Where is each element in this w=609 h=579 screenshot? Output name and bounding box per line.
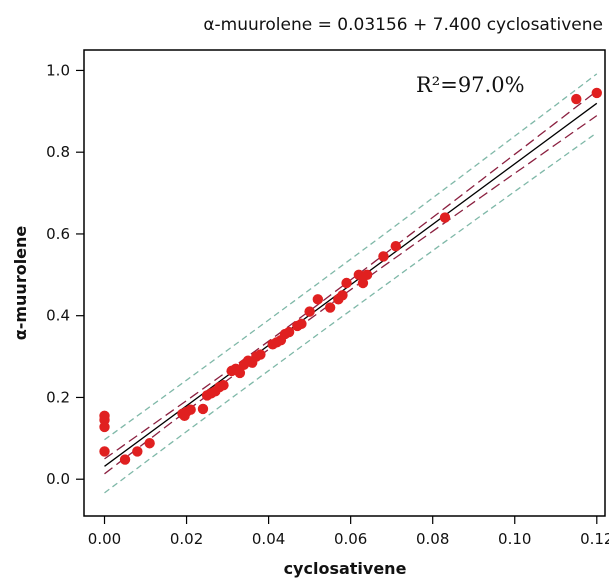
- prediction-interval-line: [104, 132, 598, 494]
- x-axis-label: cyclosativene: [284, 559, 407, 578]
- y-tick-label: 0.8: [46, 143, 70, 161]
- data-point: [132, 446, 143, 457]
- x-tick-label: 0.04: [252, 530, 285, 548]
- x-tick-label: 0.12: [580, 530, 609, 548]
- data-point: [304, 306, 315, 317]
- data-point: [390, 241, 401, 252]
- regression-equation: α-muurolene = 0.03156 + 7.400 cyclosativ…: [203, 15, 603, 35]
- data-point: [218, 379, 229, 391]
- data-point: [341, 277, 352, 289]
- y-axis-label: α-muurolene: [11, 226, 30, 341]
- data-point: [337, 290, 348, 301]
- plot-frame: [83, 49, 606, 517]
- confidence-interval-line: [104, 115, 598, 475]
- r-squared-annotation: R²=97.0%: [416, 73, 525, 97]
- x-tick-label: 0.06: [334, 530, 367, 548]
- y-axis: 0.0 0.2 0.4 0.6 0.8 1.0: [46, 61, 84, 488]
- data-point: [99, 421, 110, 433]
- data-point: [353, 269, 365, 281]
- data-point: [255, 349, 266, 360]
- y-tick-label: 1.0: [46, 61, 70, 79]
- data-point: [361, 269, 373, 281]
- y-tick-label: 0.2: [46, 388, 70, 406]
- data-point: [357, 277, 369, 289]
- data-point: [144, 438, 155, 449]
- data-point: [296, 318, 307, 330]
- confidence-interval-line: [104, 90, 598, 460]
- data-point: [185, 404, 196, 415]
- data-point: [197, 403, 209, 415]
- y-tick-label: 0.0: [46, 470, 70, 488]
- data-point: [571, 93, 582, 105]
- x-tick-label: 0.10: [498, 530, 531, 548]
- data-point: [378, 251, 389, 262]
- x-axis: 0.00 0.02 0.04 0.06 0.08 0.10 0.12: [88, 516, 609, 548]
- data-point: [312, 294, 324, 305]
- data-point: [324, 302, 336, 313]
- data-point: [283, 326, 295, 338]
- x-tick-label: 0.02: [170, 530, 203, 548]
- prediction-interval-line: [104, 73, 598, 441]
- data-point: [591, 87, 602, 99]
- data-point: [439, 212, 451, 223]
- data-point: [99, 446, 110, 457]
- x-tick-label: 0.08: [416, 530, 449, 548]
- y-tick-label: 0.4: [46, 307, 70, 325]
- data-point: [234, 367, 246, 379]
- data-points: [99, 87, 602, 465]
- data-point: [119, 454, 131, 465]
- x-tick-label: 0.00: [88, 530, 121, 548]
- y-tick-label: 0.6: [46, 225, 70, 243]
